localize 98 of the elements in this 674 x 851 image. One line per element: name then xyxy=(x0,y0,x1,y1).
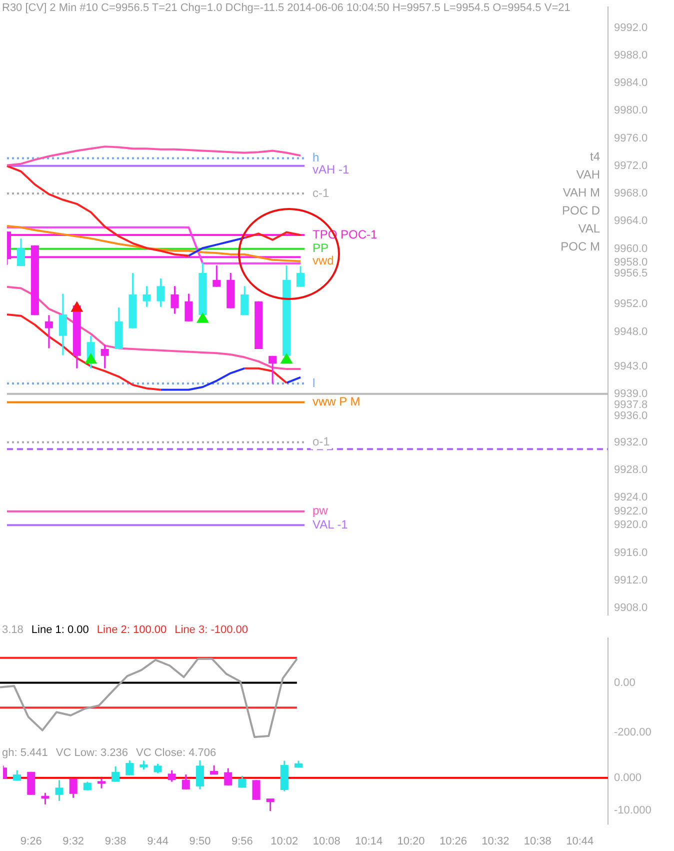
x-tick-label: 10:38 xyxy=(524,835,552,848)
y-tick-label: 9972.0 xyxy=(614,160,648,172)
y-tick-label: 9912.0 xyxy=(614,574,648,586)
y-tick-label: 9984.0 xyxy=(614,77,648,90)
x-tick-label: 9:26 xyxy=(20,835,42,848)
y-tick-label: 9922.0 xyxy=(614,505,648,518)
y-tick-label: 9988.0 xyxy=(614,49,648,62)
x-tick-label: 9:44 xyxy=(147,835,168,848)
y-tick-label: -10.000 xyxy=(614,804,652,817)
candlestick xyxy=(156,278,165,308)
text: Line 1: 0.00 xyxy=(31,624,89,636)
x-tick-label: 10:14 xyxy=(355,835,383,848)
ref-line-label: l xyxy=(312,376,316,390)
candlestick xyxy=(27,771,36,796)
ref-line-label: c-1 xyxy=(312,186,330,200)
y-tick-label: 9976.0 xyxy=(614,132,648,144)
x-tick-label: 9:38 xyxy=(104,835,126,848)
candlestick xyxy=(97,778,106,790)
x-tick-label: 9:56 xyxy=(231,835,253,848)
y-tick-label: 9964.0 xyxy=(614,215,648,228)
x-tick-label: 10:44 xyxy=(566,835,594,848)
annotation: VAL xyxy=(578,221,600,236)
y-tick-label: 9992.0 xyxy=(614,22,648,34)
point xyxy=(71,302,83,312)
y-tick-label: 9920.0 xyxy=(614,519,648,532)
point xyxy=(196,312,208,323)
ref-line-label: VAL -1 xyxy=(312,517,348,532)
annotation: POC M xyxy=(560,239,600,254)
annotation: VAH M xyxy=(562,185,600,200)
candlestick xyxy=(44,314,53,350)
candlestick xyxy=(196,760,204,790)
candlestick xyxy=(112,766,120,783)
series-label: vwd xyxy=(312,254,334,268)
x-tick-label: 10:20 xyxy=(397,835,425,848)
x-tick-label: 10:02 xyxy=(270,835,298,848)
y-tick-label: 9937.8 xyxy=(614,398,648,411)
ref-line-label: h xyxy=(312,150,320,165)
ref-line-label: pw xyxy=(312,504,328,518)
y-tick-label: 9928.0 xyxy=(614,464,648,476)
candlestick xyxy=(268,355,277,384)
candlestick xyxy=(13,770,22,782)
x-tick-label: 10:08 xyxy=(312,835,340,848)
candlestick xyxy=(154,762,162,774)
candlestick xyxy=(224,768,232,786)
y-tick-label: 0.00 xyxy=(614,676,636,689)
y-tick-label: 9932.0 xyxy=(614,436,648,448)
ref-line-label: vww P M xyxy=(312,394,360,409)
candlestick xyxy=(55,779,64,802)
candlestick xyxy=(170,285,179,315)
candlestick xyxy=(184,292,193,322)
point xyxy=(85,354,97,364)
text: 3.18 xyxy=(2,624,24,636)
y-tick-label: 9958.0 xyxy=(614,256,648,269)
y-tick-label: -200.00 xyxy=(614,726,652,739)
ref-line-label: o-1 xyxy=(312,434,330,449)
x-tick-label: 10:32 xyxy=(482,835,510,848)
candlestick xyxy=(296,265,305,288)
annotation: POC D xyxy=(562,203,600,218)
annotation: VC Low: 3.236 xyxy=(56,747,128,760)
candlestick xyxy=(126,760,134,776)
y-tick-label: 9936.0 xyxy=(614,410,648,422)
annotation: VAH xyxy=(576,167,600,182)
ref-line-label: PP xyxy=(312,241,329,256)
chart-title: R30 [CV] 2 Min #10 C=9956.5 T=21 Chg=1.0 DChg=-11.5 2014-06-06 10:04:50 H=9957.5 L=9954.5 O=9954.5 V=21 xyxy=(2,2,570,14)
candlestick xyxy=(69,778,78,799)
series-label: Line 2: 100.00 xyxy=(96,624,167,636)
point xyxy=(280,354,292,364)
y-tick-label: 9952.0 xyxy=(614,298,648,310)
candlestick xyxy=(212,264,221,288)
y-tick-label: 9948.0 xyxy=(614,326,648,338)
annotation: gh: 5.441 xyxy=(2,747,48,760)
x-tick-label: 9:32 xyxy=(62,835,84,848)
candlestick xyxy=(240,285,249,316)
candlestick xyxy=(58,292,67,356)
candlestick xyxy=(266,798,274,812)
annotation: VC Close: 4.706 xyxy=(136,747,216,760)
ref-line-label: vAH -1 xyxy=(312,162,350,177)
candlestick xyxy=(142,285,151,308)
y-tick-label: 9980.0 xyxy=(614,104,648,117)
candlestick xyxy=(41,792,50,806)
y-tick-label: 9939.0 xyxy=(614,388,648,400)
candlestick xyxy=(252,779,260,801)
candlestick xyxy=(182,774,190,790)
y-tick-label: 9968.0 xyxy=(614,188,648,200)
y-tick-label: 9916.0 xyxy=(614,546,648,559)
text: Line 3: -100.00 xyxy=(174,624,248,636)
candlestick xyxy=(16,238,25,267)
y-tick-label: 9908.0 xyxy=(614,602,648,614)
annotation: t4 xyxy=(590,149,600,164)
candlestick xyxy=(100,344,109,370)
x-tick-label: 9:50 xyxy=(189,835,211,848)
y-tick-label: 9943.0 xyxy=(614,360,648,372)
x-tick-label: 10:26 xyxy=(439,835,467,848)
y-tick-label: 0.000 xyxy=(614,772,642,784)
y-tick-label: 9924.0 xyxy=(614,492,648,504)
candlestick xyxy=(168,770,176,783)
y-tick-label: 9960.0 xyxy=(614,242,648,255)
y-tick-label: 9956.5 xyxy=(614,268,648,280)
